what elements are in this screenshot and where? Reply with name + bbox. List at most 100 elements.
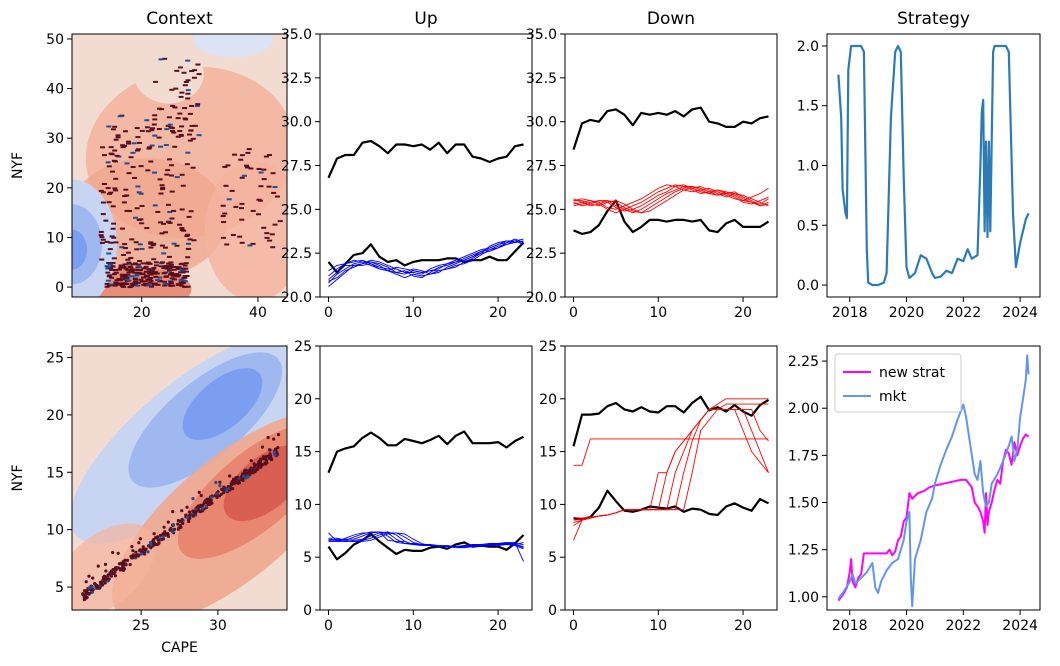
- scatter-point: [141, 283, 147, 286]
- scatter-point: [158, 265, 164, 268]
- axes-frame: [71, 33, 288, 298]
- series-line: [572, 395, 770, 447]
- scatter-point: [220, 236, 226, 239]
- scatter-point: [179, 284, 185, 287]
- scatter-point: [129, 268, 135, 271]
- scatter-point: [112, 284, 118, 287]
- scatter-point: [126, 558, 130, 562]
- scatter-point: [176, 223, 182, 226]
- y-tick-label: 30.0: [526, 115, 557, 131]
- x-tick-label: 0: [324, 305, 333, 321]
- scatter-point: [98, 189, 104, 192]
- scatter-point: [126, 279, 132, 282]
- scatter-point: [121, 559, 125, 564]
- scatter-point: [168, 528, 172, 532]
- scatter-point: [138, 192, 144, 195]
- scatter-point: [110, 170, 116, 173]
- scatter-point: [104, 282, 110, 285]
- scatter-point: [119, 246, 125, 249]
- panel-title: Strategy: [897, 9, 970, 29]
- y-tick-label: 20: [539, 392, 557, 408]
- x-tick-label: 2018: [832, 305, 868, 321]
- scatter-point: [106, 262, 112, 265]
- scatter-point: [174, 69, 180, 72]
- scatter-point: [185, 92, 191, 95]
- y-tick-label: 25: [539, 339, 557, 355]
- scatter-point: [220, 215, 226, 218]
- scatter-point: [113, 241, 119, 244]
- scatter-point: [185, 151, 191, 154]
- scatter-point: [161, 272, 167, 275]
- scatter-point: [164, 275, 170, 278]
- x-tick-label: 2024: [1002, 305, 1038, 321]
- scatter-point: [180, 517, 184, 521]
- scatter-point: [115, 136, 121, 139]
- scatter-point: [135, 148, 141, 151]
- scatter-point: [189, 124, 195, 127]
- scatter-point: [146, 147, 152, 150]
- scatter-point: [273, 450, 277, 454]
- scatter-point: [123, 188, 129, 191]
- scatter-point: [141, 276, 147, 279]
- series-line: [573, 489, 769, 521]
- y-tick-label: 10: [294, 497, 312, 513]
- scatter-point: [223, 184, 229, 187]
- scatter-point: [244, 468, 248, 472]
- scatter-point: [226, 198, 232, 201]
- y-tick-label: 35.0: [281, 27, 312, 43]
- y-tick-label: 27.5: [281, 159, 312, 175]
- scatter-point: [123, 267, 129, 270]
- scatter-point: [107, 248, 113, 251]
- scatter-point: [134, 149, 140, 152]
- scatter-point: [162, 283, 168, 286]
- scatter-point: [165, 203, 171, 206]
- contour-group: [72, 346, 287, 610]
- scatter-point: [239, 202, 245, 205]
- scatter-point: [136, 191, 142, 194]
- legend-label: mkt: [879, 389, 907, 405]
- scatter-point: [172, 145, 178, 148]
- scatter-point: [137, 541, 141, 545]
- density-contour: [182, 368, 263, 440]
- y-tick-label: 20.0: [281, 290, 312, 306]
- y-tick-label: 2.00: [788, 401, 819, 417]
- scatter-point: [257, 199, 263, 202]
- y-tick-label: 50: [46, 32, 64, 48]
- scatter-point: [255, 213, 261, 216]
- scatter-point: [222, 491, 226, 495]
- y-tick-label: 32.5: [281, 71, 312, 87]
- scatter-point: [258, 171, 264, 174]
- scatter-point: [135, 281, 141, 284]
- scatter-point: [183, 262, 189, 265]
- scatter-point: [110, 205, 116, 208]
- density-contour: [223, 445, 287, 522]
- scatter-point: [182, 275, 188, 278]
- scatter-point: [175, 135, 181, 138]
- series-line: [573, 186, 769, 214]
- scatter-point: [144, 119, 150, 122]
- scatter-point: [166, 269, 172, 272]
- scatter-point: [127, 210, 133, 213]
- scatter-point: [162, 525, 166, 529]
- scatter-point: [220, 487, 224, 492]
- scatter-point: [181, 267, 187, 270]
- scatter-point: [166, 262, 172, 265]
- series-group: [327, 430, 525, 562]
- scatter-point: [169, 190, 175, 193]
- scatter-point: [112, 125, 118, 128]
- scatter-point: [179, 208, 185, 211]
- scatter-point: [182, 264, 188, 267]
- scatter-point: [218, 480, 222, 484]
- scatter-point: [165, 283, 171, 286]
- scatter-point: [148, 276, 154, 279]
- scatter-point: [205, 499, 210, 503]
- panel-5: 0 10 20 0 5 10 15 20 25: [294, 339, 533, 634]
- scatter-point: [97, 586, 101, 590]
- scatter-point: [152, 282, 158, 285]
- scatter-point: [268, 456, 272, 461]
- panel-6: 0 10 20 0 5 10 15 20 25: [539, 339, 778, 634]
- scatter-point: [125, 258, 131, 261]
- scatter-point: [185, 97, 191, 100]
- scatter-point: [81, 592, 85, 596]
